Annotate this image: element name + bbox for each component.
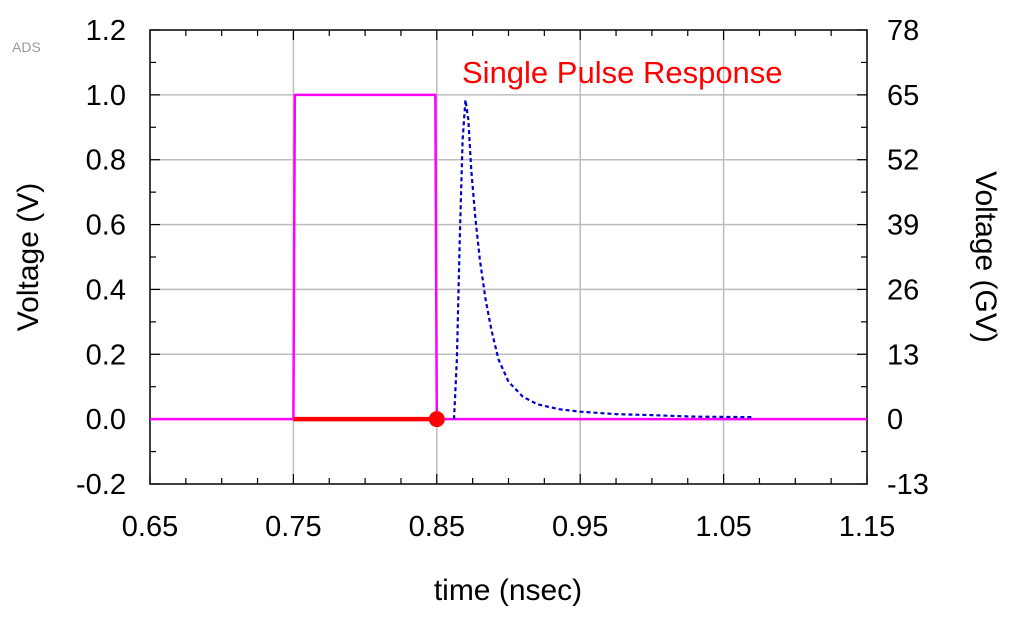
x-tick-labels: 0.65 0.75 0.85 0.95 1.05 1.15	[122, 511, 895, 543]
y-left-axis-label: Voltage (V)	[12, 183, 45, 331]
y-left-tick-label: 1.0	[86, 80, 126, 112]
y-left-tick-label: 0.2	[86, 339, 126, 371]
y-right-tick-label: 78	[887, 15, 919, 47]
x-tick-label: 1.05	[695, 511, 751, 543]
x-tick-label: 0.65	[122, 511, 178, 543]
y-left-tick-label: 0.8	[86, 145, 126, 177]
y-right-tick-label: 65	[887, 80, 919, 112]
y-right-axis-label: Voltage (GV)	[969, 171, 1002, 343]
x-tick-label: 0.75	[265, 511, 321, 543]
y-right-tick-label: 39	[887, 210, 919, 242]
grid	[150, 30, 867, 484]
y-right-tick-label: 0	[887, 404, 903, 436]
series-line-pulse	[150, 93, 867, 421]
chart-annotation: Single Pulse Response	[462, 55, 783, 90]
watermark: ADS	[12, 39, 41, 55]
x-tick-label: 0.95	[552, 511, 608, 543]
y-left-tick-label: 1.2	[86, 15, 126, 47]
series-layer	[150, 93, 867, 428]
y-left-tick-label: 0.6	[86, 210, 126, 242]
y-left-tick-label: -0.2	[76, 469, 126, 501]
x-tick-label: 0.85	[409, 511, 465, 543]
minor-ticks	[149, 29, 868, 485]
y-right-tick-label: 52	[887, 145, 919, 177]
y-right-tick-label: 26	[887, 274, 919, 306]
y-right-tick-labels: -13 0 13 26 39 52 65 78	[887, 15, 929, 501]
plot-frame	[149, 29, 868, 485]
y-left-tick-labels: -0.2 0.0 0.2 0.4 0.6 0.8 1.0 1.2	[76, 15, 126, 501]
x-tick-label: 1.15	[839, 511, 895, 543]
y-left-tick-label: 0.4	[86, 274, 126, 306]
series-line-response	[452, 98, 753, 420]
y-right-tick-label: -13	[887, 469, 929, 501]
data-marker	[428, 411, 445, 428]
y-left-tick-label: 0.0	[86, 404, 126, 436]
x-axis-label: time (nsec)	[434, 574, 582, 607]
y-right-tick-label: 13	[887, 339, 919, 371]
